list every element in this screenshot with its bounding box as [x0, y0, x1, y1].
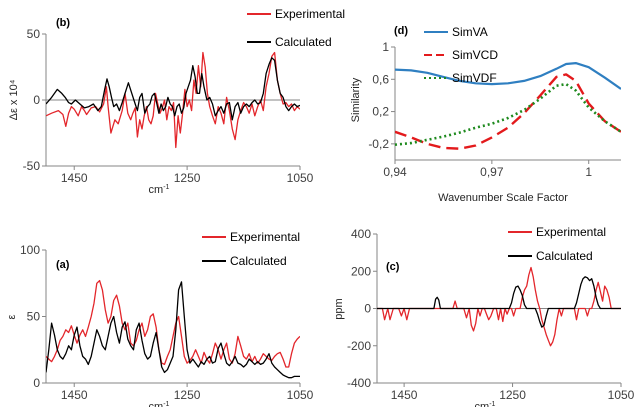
x-tick-label: 0,97 — [480, 165, 504, 179]
panel-label: (a) — [56, 259, 70, 271]
y-tick-label: -0,2 — [368, 137, 389, 151]
series-line-experimental — [46, 51, 300, 149]
series-line-calculated — [46, 57, 300, 121]
series-line-calculated — [46, 281, 300, 379]
x-tick-label: 1050 — [287, 171, 314, 185]
legend-label: Calculated — [275, 35, 332, 49]
x-tick-label: 1250 — [174, 171, 201, 185]
y-tick-label: 100 — [20, 243, 40, 257]
series-line-simva — [395, 61, 621, 90]
y-tick-label: -200 — [347, 339, 371, 353]
panel-label: (d) — [394, 25, 408, 37]
legend-label: Experimental — [275, 7, 345, 21]
y-tick-label: 0 — [33, 93, 40, 107]
x-axis-label: cm-1 — [149, 401, 170, 407]
y-tick-label: 50 — [27, 310, 41, 324]
x-tick-label: 1250 — [499, 388, 526, 402]
x-axis-label: cm-1 — [149, 184, 170, 196]
x-tick-label: 1450 — [391, 388, 418, 402]
panel-label: (b) — [56, 17, 70, 29]
panel-d-xlabel: Wavenumber Scale Factor — [438, 192, 568, 204]
x-axis-label: cm-1 — [475, 401, 496, 407]
series-line-calculated — [377, 276, 621, 328]
y-tick-label: 400 — [351, 227, 371, 241]
panel-c-ppm-plot: ppm 400 200 0 -200 -400 1450 1250 1050 cm-1 (c) Ex… — [333, 225, 635, 407]
panel-label: (c) — [386, 261, 400, 273]
y-tick-label: 50 — [27, 27, 41, 41]
y-tick-label: 1 — [382, 40, 389, 54]
panel-d-ylabel: Similarity — [350, 77, 362, 122]
y-tick-label: 0,2 — [372, 105, 389, 119]
x-tick-label: 1050 — [287, 388, 314, 402]
series-line-experimental — [46, 279, 300, 368]
y-tick-label: 200 — [351, 264, 371, 278]
panel-b-ylabel: Δε x 10⁴ — [8, 79, 20, 120]
panel-c-ylabel: ppm — [333, 298, 345, 319]
panel-d-similarity-plot: Similarity Wavenumber Scale Factor 1 0,6 0… — [350, 25, 621, 204]
legend-label: Experimental — [230, 230, 300, 244]
x-tick-label: 1250 — [174, 388, 201, 402]
y-tick-label: 0 — [364, 302, 371, 316]
panel-a-ylabel: ε — [6, 314, 18, 319]
x-tick-label: 0,94 — [383, 165, 407, 179]
legend-label: Calculated — [536, 249, 593, 263]
series-line-simvdf — [395, 82, 621, 146]
panel-a-absorption-plot: ε 100 50 0 1450 1250 1050 cm-1 (a) Experimental C… — [6, 230, 314, 407]
legend-label: SimVDF — [452, 71, 497, 85]
y-tick-label: 0 — [33, 376, 40, 390]
x-tick-label: 1450 — [61, 388, 88, 402]
panel-b-spectrum-plot: Δε x 10⁴ 50 0 -50 1450 1250 1050 cm-1 (b) Experi… — [8, 7, 345, 196]
legend-label: Calculated — [230, 254, 287, 268]
y-tick-label: 0,6 — [372, 72, 389, 86]
legend-label: SimVCD — [452, 48, 498, 62]
x-tick-label: 1050 — [608, 388, 635, 402]
y-tick-label: -400 — [347, 376, 371, 390]
legend-label: Experimental — [536, 225, 606, 239]
series-line-experimental — [377, 266, 621, 347]
series-line-simvcd — [395, 73, 621, 150]
legend-label: SimVA — [452, 25, 488, 39]
x-tick-label: 1 — [585, 165, 592, 179]
x-tick-label: 1450 — [61, 171, 88, 185]
y-tick-label: -50 — [23, 159, 41, 173]
